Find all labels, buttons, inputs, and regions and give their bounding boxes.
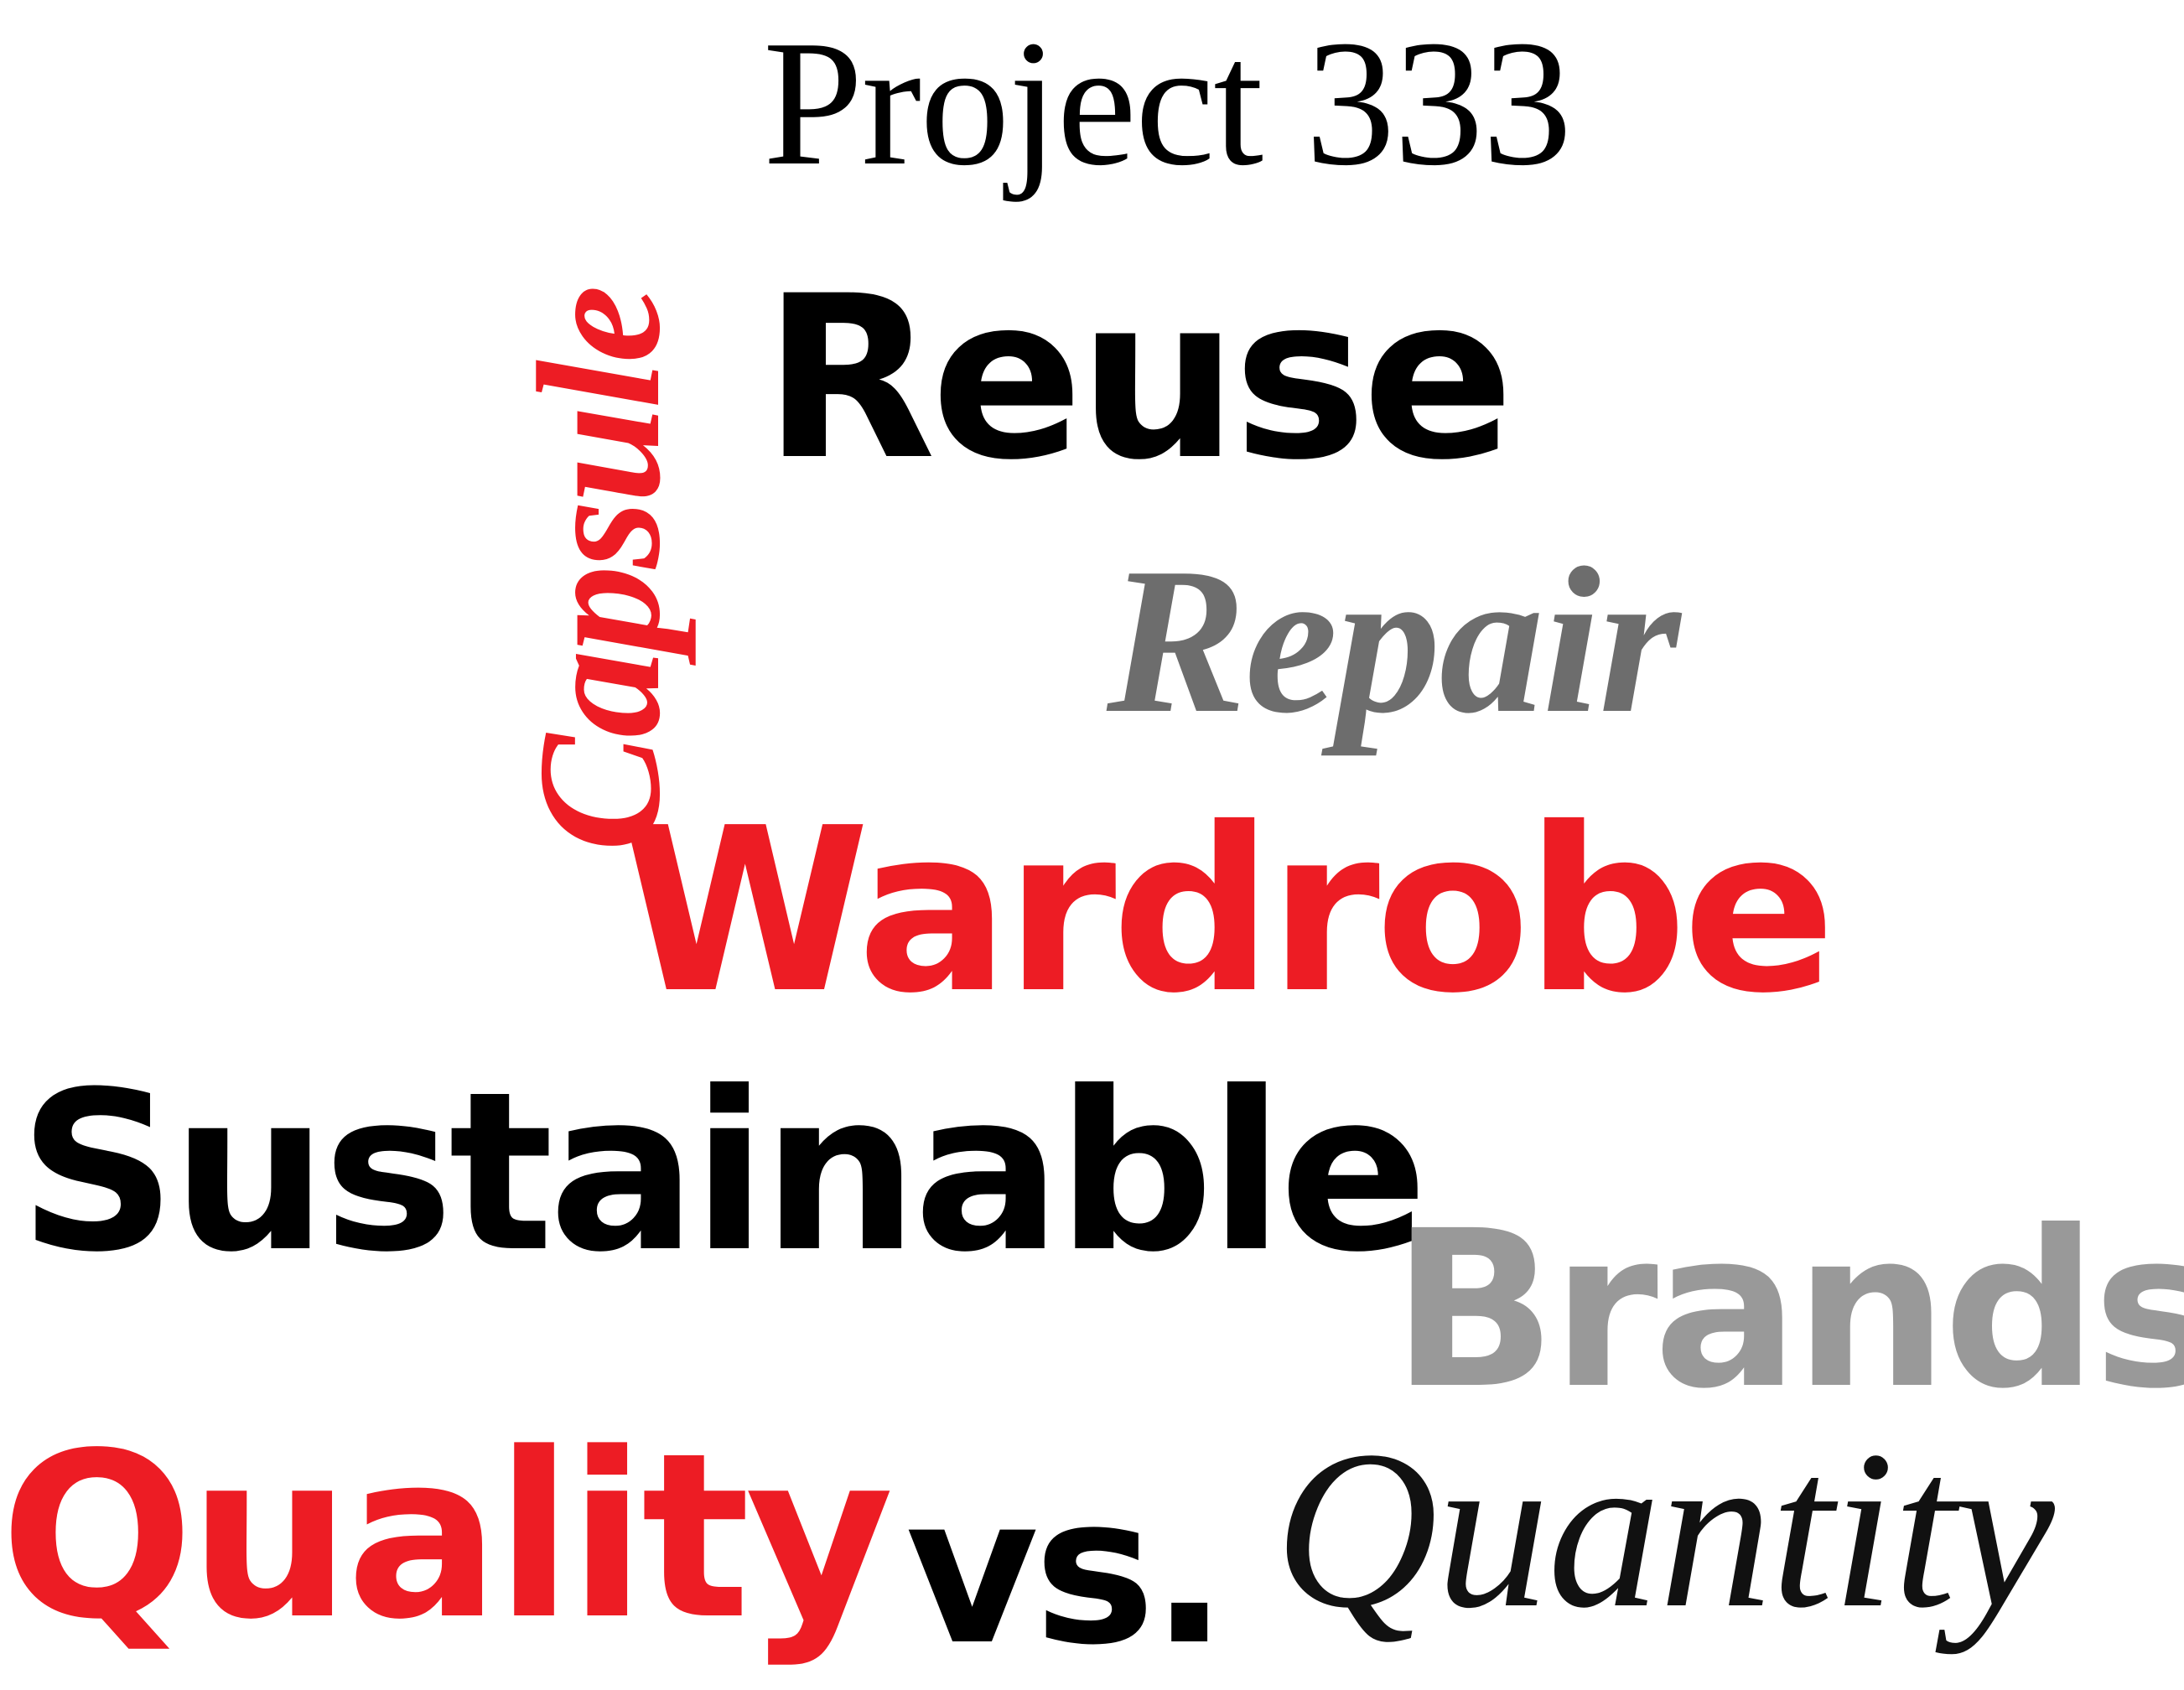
word-vs: vs. — [905, 1452, 1228, 1690]
word-quality: Quality — [0, 1405, 894, 1670]
word-reuse: Reuse — [763, 248, 1514, 510]
word-wardrobe: Wardrobe — [620, 779, 1836, 1043]
word-quantity: Quantity — [1274, 1404, 2055, 1655]
word-sustainable: Sustainable — [18, 1045, 1428, 1300]
word-brands: Brands — [1392, 1185, 2184, 1436]
word-project-333: Project 333 — [763, 3, 1572, 203]
word-repair: Repair — [1107, 525, 1680, 757]
